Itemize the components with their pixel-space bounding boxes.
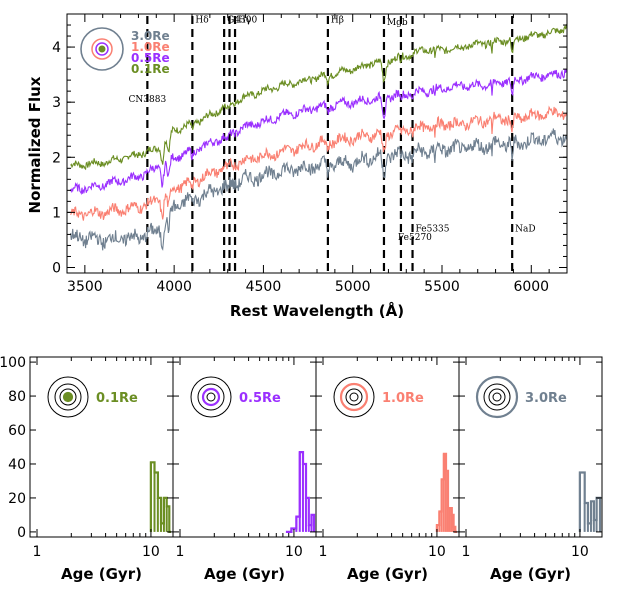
legend-rings-icon xyxy=(80,27,124,71)
spectrum-y-axis-label: Normalized Flux xyxy=(26,76,44,213)
spectrum-legend: 3.0Re 1.0Re 0.5Re 0.1Re xyxy=(80,27,170,76)
aperture-ring-icon xyxy=(492,392,502,402)
spectrum-x-axis-label: Rest Wavelength (Å) xyxy=(230,301,404,320)
y-tick-label-4: 4 xyxy=(52,40,61,56)
age-tick-label-1: 1 xyxy=(319,544,328,560)
age-tick-label-10: 10 xyxy=(285,544,303,560)
line-label-mgb: Mgb xyxy=(387,18,408,28)
y-tick-label-0: 0 xyxy=(52,260,61,276)
aperture-ring-icon xyxy=(488,388,506,406)
age-axis-label: Age (Gyr) xyxy=(204,565,285,583)
y-tick-label-1: 1 xyxy=(52,205,61,221)
histogram-label-0-1re: 0.1Re xyxy=(96,391,138,406)
histogram-outline xyxy=(149,461,171,533)
age-tick-label-10: 10 xyxy=(142,544,160,560)
aperture-ring-icon xyxy=(54,383,82,411)
line-label-h: Hδ xyxy=(195,15,208,25)
age-axis-label: Age (Gyr) xyxy=(490,565,571,583)
spectrum-axes: 3500 4000 4500 5000 5500 6000 0 1 2 3 4 xyxy=(52,14,568,295)
aperture-ring-icon xyxy=(201,387,221,407)
spectrum-line-0-5re xyxy=(70,69,568,196)
age-tick-label-1: 1 xyxy=(462,544,471,560)
age-tick-label-1: 1 xyxy=(33,544,42,560)
age-tick-label-1: 1 xyxy=(176,544,185,560)
legend-label-0-5re: 0.5Re xyxy=(131,51,170,65)
aperture-ring-icon xyxy=(345,388,363,406)
aperture-ring-icon xyxy=(47,376,89,418)
hist-y-tick-label-60: 60 xyxy=(8,423,26,439)
aperture-ring-icon xyxy=(59,388,77,406)
x-tick-label-4000: 4000 xyxy=(156,279,192,295)
aperture-ring-icon xyxy=(349,392,359,402)
spectrum-series xyxy=(70,23,568,251)
line-label-cn3883: CN3883 xyxy=(129,95,167,105)
aperture-ring-icon xyxy=(190,376,232,418)
aperture-ring-icon xyxy=(62,391,74,403)
spectrum-line-1-0re xyxy=(70,105,568,221)
legend-ring-0-5re xyxy=(95,42,109,56)
age-axis-label: Age (Gyr) xyxy=(61,565,142,583)
age-tick-label-10: 10 xyxy=(571,544,589,560)
hist-y-tick-label-20: 20 xyxy=(8,491,26,507)
x-tick-label-5500: 5500 xyxy=(424,279,460,295)
aperture-ring-icon xyxy=(197,383,225,411)
histogram-frame xyxy=(315,356,460,538)
legend-ring-3-0re xyxy=(80,27,124,71)
hist-y-tick-label-80: 80 xyxy=(8,389,26,405)
x-tick-label-5000: 5000 xyxy=(335,279,371,295)
hist-y-tick-label-0: 0 xyxy=(17,525,26,541)
line-label-fe5335: Fe5335 xyxy=(416,225,450,235)
histogram-outline xyxy=(435,452,457,533)
aperture-ring-icon xyxy=(333,376,375,418)
legend-label-1-0re: 1.0Re xyxy=(131,40,170,54)
histogram-frame xyxy=(172,356,317,538)
aperture-ring-icon xyxy=(206,392,216,402)
line-label-fe5270: Fe5270 xyxy=(398,233,432,243)
legend-ring-1-0re xyxy=(91,38,113,60)
histogram-label-1-0re: 1.0Re xyxy=(382,391,424,406)
line-label-g4300: G4300 xyxy=(227,15,257,25)
age-axis-label: Age (Gyr) xyxy=(347,565,428,583)
histogram-frame xyxy=(458,356,603,538)
line-label-nad: NaD xyxy=(515,225,535,235)
x-tick-label-6000: 6000 xyxy=(513,279,549,295)
legend-label-0-1re: 0.1Re xyxy=(131,62,170,76)
aperture-ring-icon xyxy=(339,382,369,412)
line-label-h: Hβ xyxy=(331,15,344,25)
age-tick-label-10: 10 xyxy=(428,544,446,560)
aperture-ring-icon xyxy=(483,383,511,411)
aperture-ring-icon xyxy=(475,375,519,419)
histogram-label-0-5re: 0.5Re xyxy=(239,391,281,406)
legend-label-3-0re: 3.0Re xyxy=(131,29,170,43)
x-tick-label-4500: 4500 xyxy=(246,279,282,295)
legend-dot-0-1re xyxy=(98,45,106,53)
spectrum-line-3-0re xyxy=(70,128,568,251)
hist-y-tick-label-100: 100 xyxy=(0,355,26,371)
spectrum-line-0-1re xyxy=(70,23,568,171)
histogram-label-3-0re: 3.0Re xyxy=(525,391,567,406)
y-tick-label-2: 2 xyxy=(52,150,61,166)
line-label-h: Hγ xyxy=(238,15,251,25)
y-tick-label-3: 3 xyxy=(52,95,61,111)
hist-y-tick-label-40: 40 xyxy=(8,457,26,473)
x-tick-label-3500: 3500 xyxy=(67,279,103,295)
